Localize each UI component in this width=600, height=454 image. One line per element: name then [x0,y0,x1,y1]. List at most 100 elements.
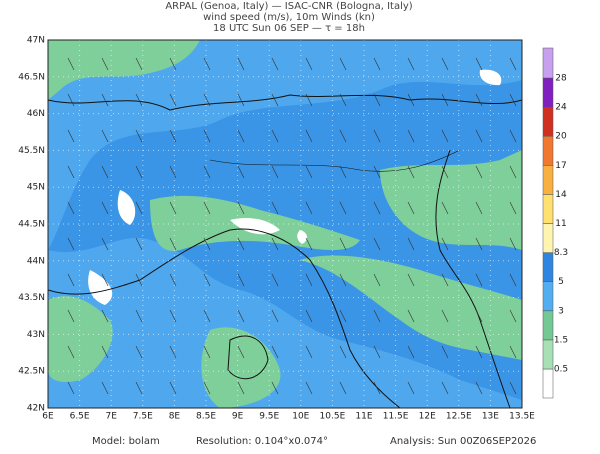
wind-barb [441,93,449,107]
colorbar-label: 11 [555,219,566,229]
wind-barb [169,129,177,143]
wind-barb [169,237,177,251]
wind-barb [305,381,313,395]
lon-label: 7E [105,412,117,422]
wind-barb [509,129,517,143]
wind-barb [203,345,211,359]
wind-barb [407,165,415,179]
wind-barb [407,201,415,215]
wind-barb [373,129,381,143]
wind-barb [67,165,75,179]
lon-label: 10.5E [320,412,346,422]
colorbar-segment [542,194,554,224]
wind-barb [305,165,313,179]
wind-barb [67,57,75,71]
wind-barb [169,201,177,215]
wind-barb [305,201,313,215]
wind-barb [339,273,347,287]
wind-barb [509,381,517,395]
wind-barb [407,273,415,287]
wind-barb [407,345,415,359]
wind-barb [339,201,347,215]
wind-barb [373,273,381,287]
colorbar-segment [542,281,554,312]
wind-barb [67,381,75,395]
wind-barb [407,309,415,323]
wind-barb [475,57,483,71]
header-line: wind speed (m/s), 10m Winds (kn) [203,12,375,23]
wind-barb [407,237,415,251]
wind-barb [203,57,211,71]
wind-barb [203,129,211,143]
wind-barb [237,165,245,179]
wind-barb [101,165,109,179]
wind-barb [407,93,415,107]
wind-barb [441,381,449,395]
colorbar-label: 28 [555,74,567,84]
wind-barb [203,237,211,251]
wind-barb [475,129,483,143]
wind-barb [135,309,143,323]
header-line: 18 UTC Sun 06 SEP — τ = 18h [213,23,365,34]
wind-barb [101,345,109,359]
colorbar-segment [542,310,554,341]
wind-barb [237,129,245,143]
wind-barb [441,165,449,179]
wind-barb [441,57,449,71]
wind-barb [135,345,143,359]
wind-barb [271,345,279,359]
wind-barb [203,201,211,215]
lat-label: 42N [27,404,45,414]
wind-barb [237,381,245,395]
colorbar-segment [542,47,554,79]
lon-label: 8E [169,412,181,422]
lon-label: 6E [42,412,54,422]
lat-label: 45.5N [18,146,45,156]
colorbar-segment [542,339,554,370]
wind-barb [101,57,109,71]
wind-barb [101,129,109,143]
wind-barb [203,381,211,395]
wind-barb [237,273,245,287]
map [48,40,522,408]
wind-barb [305,273,313,287]
wind-barb [509,57,517,71]
wind-barb [475,237,483,251]
lon-label: 11.5E [383,412,409,422]
footer-resolution: Resolution: 0.104°x0.074° [196,436,328,447]
colorbar-segment [542,252,554,282]
wind-barb [169,165,177,179]
wind-barb [509,309,517,323]
wind-barb [305,237,313,251]
wind-barb [237,237,245,251]
wind-barb [475,165,483,179]
lon-label: 12E [419,412,436,422]
wind-barb [475,93,483,107]
colorbar-segment [542,223,554,253]
wind-barb [339,381,347,395]
colorbar-label: 0.5 [554,365,568,375]
wind-barb [67,201,75,215]
wind-barb [101,381,109,395]
wind-barb [407,381,415,395]
wind-barb [101,93,109,107]
wind-barb [67,309,75,323]
lat-label: 47N [27,36,45,46]
wind-barb [475,309,483,323]
wind-barb [305,309,313,323]
wind-barb [237,309,245,323]
colorbar-segment [542,77,554,108]
wind-barb [509,201,517,215]
wind-barb [475,201,483,215]
wind-barb [305,93,313,107]
wind-barb [441,309,449,323]
wind-barb [203,93,211,107]
wind-barb [101,237,109,251]
wind-barb [169,309,177,323]
wind-barb [305,345,313,359]
wind-barb [339,93,347,107]
lon-label: 11E [355,412,372,422]
wind-barb [373,237,381,251]
lon-label: 9E [232,412,244,422]
